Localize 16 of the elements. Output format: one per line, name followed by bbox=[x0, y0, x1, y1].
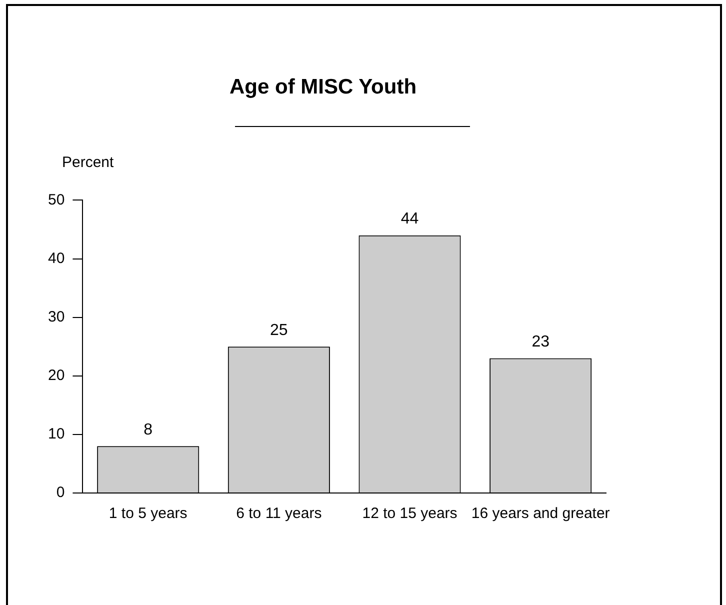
y-axis-title: Percent bbox=[62, 154, 115, 171]
y-tick-label: 40 bbox=[48, 250, 65, 267]
x-tick-label: 12 to 15 years bbox=[362, 505, 458, 522]
data-label: 44 bbox=[400, 210, 419, 228]
x-tick-label: 1 to 5 years bbox=[108, 505, 188, 522]
x-tick-label: 16 years and greater bbox=[471, 505, 610, 522]
chart-title: Age of MISC Youth bbox=[229, 75, 417, 98]
y-tick-label: 20 bbox=[48, 367, 65, 384]
x-tick-label: 6 to 11 years bbox=[236, 505, 322, 522]
y-tick-label: 10 bbox=[48, 426, 65, 443]
y-tick-label: 0 bbox=[56, 484, 65, 502]
data-label: 8 bbox=[144, 422, 153, 439]
y-tick-label: 30 bbox=[48, 308, 65, 326]
y-tick-label: 50 bbox=[48, 191, 65, 208]
data-label: 25 bbox=[270, 322, 288, 340]
data-label: 23 bbox=[532, 334, 550, 351]
